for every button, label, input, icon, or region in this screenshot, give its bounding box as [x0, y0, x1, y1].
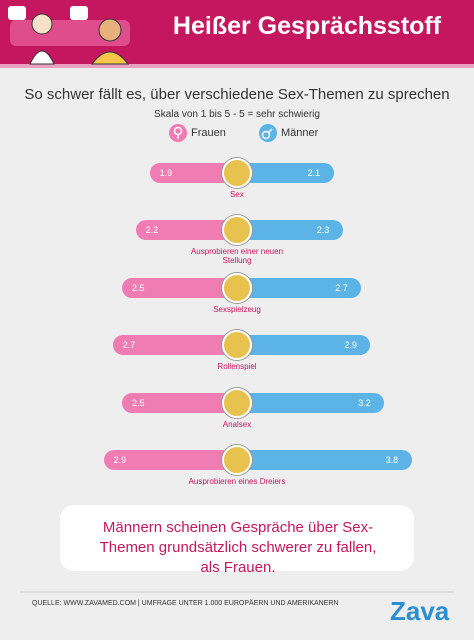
bar	[112, 335, 237, 356]
value-label: 3.8	[385, 455, 399, 465]
legend-label: Männer	[281, 127, 319, 139]
bar	[103, 450, 237, 470]
value-label: 1.9	[159, 168, 173, 178]
male-symbol	[261, 130, 271, 140]
legend-swatch-women	[169, 124, 187, 142]
category-icon	[222, 158, 252, 188]
quote-text: Männern scheinen Gespräche über Sex-Them…	[99, 519, 377, 576]
man-body	[90, 51, 130, 65]
value-label: 2.2	[145, 225, 159, 236]
bar	[149, 163, 237, 183]
bar	[237, 392, 385, 413]
bubble-left	[8, 6, 26, 20]
bar	[135, 220, 237, 241]
bar	[122, 277, 237, 298]
value-label: 3.2	[358, 397, 371, 408]
category-label: Ausprobieren eines Dreiers	[188, 477, 286, 486]
bar	[237, 163, 334, 183]
category-label: Sexspielzeug	[213, 304, 261, 314]
title: Heißer Gesprächsstoff	[172, 12, 442, 40]
source: QUELLE: WWW.ZAVAMED.COM | UMFRAGE UNTER …	[32, 600, 339, 607]
woman-head	[31, 13, 53, 35]
value-label: 2.5	[132, 282, 145, 293]
male-symbol	[267, 128, 273, 134]
man-head	[98, 18, 122, 42]
category-icon	[222, 330, 252, 361]
legend-label: Frauen	[191, 127, 226, 139]
brand-logo: Zava	[390, 596, 450, 626]
bar	[237, 335, 371, 356]
bubble-right	[70, 6, 88, 20]
category-icon	[222, 215, 252, 246]
chart: 1.9 2.1 Sex 2.2 2.3 Ausprobieren einer neuen …	[103, 158, 412, 486]
category-icon	[222, 387, 252, 418]
value-label: 2.1	[307, 168, 321, 178]
header-stripe	[0, 64, 474, 68]
category-label: Rollenspiel	[217, 362, 257, 372]
value-label: 2.9	[344, 340, 357, 351]
value-label: 2.9	[113, 455, 127, 465]
category-icon	[222, 272, 252, 303]
woman-body	[29, 50, 55, 65]
bar	[122, 392, 237, 413]
bar	[237, 277, 362, 298]
category-label: Sex	[230, 190, 244, 199]
value-label: 2.7	[335, 282, 348, 293]
value-label: 2.7	[122, 340, 136, 351]
value-label: 2.5	[132, 397, 145, 408]
bar	[237, 220, 343, 241]
category-label: Ausprobieren einer neuen Stellung	[190, 247, 284, 266]
value-label: 2.3	[316, 225, 330, 236]
bar	[237, 450, 412, 470]
chart-title: So schwer fällt es, über verschiedene Se…	[24, 86, 450, 103]
category-icon	[222, 445, 252, 475]
chart-subtitle: Skala von 1 bis 5 - 5 = sehr schwierig	[154, 109, 320, 120]
quote-box	[60, 505, 414, 571]
category-label: Analsex	[222, 419, 252, 429]
